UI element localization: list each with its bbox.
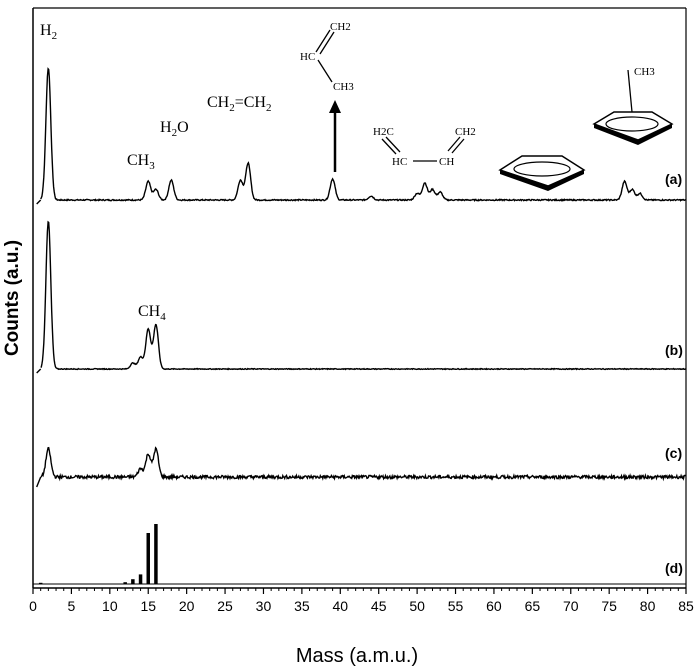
propene-structure: CH2 HC CH3: [300, 21, 354, 172]
butadiene-ch2-label: CH2: [455, 126, 476, 138]
toluene-ch3-label: CH3: [634, 66, 655, 78]
x-tick-label: 25: [217, 598, 233, 614]
molecule-structures: CH2 HC CH3 H2C HC CH CH2: [300, 21, 674, 191]
panel-label-d: (d): [665, 560, 683, 576]
spectrum-a: [36, 67, 687, 205]
x-tick-label: 55: [448, 598, 464, 614]
x-tick-label: 75: [601, 598, 617, 614]
x-tick-label: 30: [256, 598, 272, 614]
spectrum-start: [36, 476, 42, 488]
peak-annotation: CH2=CH2: [207, 94, 271, 114]
spectrum-start: [36, 368, 42, 374]
spectrum-d: [33, 524, 686, 585]
x-tick-label: 40: [333, 598, 349, 614]
panel-label-b: (b): [665, 342, 683, 358]
peak-annotation: H2: [40, 22, 57, 42]
x-tick-label: 85: [678, 598, 694, 614]
x-tick-label: 80: [640, 598, 656, 614]
peak-annotation: H2O: [160, 119, 189, 139]
propene-ch3-label: CH3: [333, 81, 354, 93]
spectrum-line: [40, 446, 687, 482]
x-tick-label: 70: [563, 598, 579, 614]
panel-label-c: (c): [665, 445, 682, 461]
x-tick-label: 65: [525, 598, 541, 614]
panel-label-a: (a): [665, 171, 682, 187]
butadiene-hc-label: HC: [392, 156, 407, 168]
x-tick-label: 10: [102, 598, 118, 614]
spectrum-c: [36, 446, 687, 488]
x-axis-title: Mass (a.m.u.): [296, 645, 418, 667]
x-tick-label: 60: [486, 598, 502, 614]
peak-annotation: CH4: [138, 303, 166, 323]
x-tick-label: 45: [371, 598, 387, 614]
x-tick-label: 0: [29, 598, 37, 614]
x-tick-label: 35: [294, 598, 310, 614]
cyclopentadienyl-structure: [498, 155, 586, 191]
butadiene-structure: H2C HC CH CH2: [373, 126, 476, 168]
spectrum-line: [40, 220, 687, 371]
x-ticks: 0 5 10 15 20 25 30 35 40 45 50 55 60 65 70 75 80 85: [29, 588, 694, 614]
propene-hc-label: HC: [300, 51, 315, 63]
spectrum-b: [36, 220, 687, 374]
spectra-panels: [33, 67, 687, 585]
spectrum-line: [40, 67, 687, 203]
x-tick-label: 20: [179, 598, 195, 614]
axes: 0 5 10 15 20 25 30 35 40 45 50 55 60 65 70 75 80 85 Mass …: [2, 7, 694, 667]
spectrum-start: [36, 199, 42, 205]
propene-ch2-label: CH2: [330, 21, 351, 33]
butadiene-ch-label: CH: [439, 156, 454, 168]
y-axis-title: Counts (a.u.): [2, 240, 23, 356]
methylcyclopentadienyl-structure: CH3: [592, 66, 674, 145]
panel-labels: (a) (b) (c) (d): [665, 171, 683, 576]
x-tick-label: 15: [140, 598, 156, 614]
x-tick-label: 50: [409, 598, 425, 614]
x-tick-label: 5: [68, 598, 76, 614]
butadiene-h2c-label: H2C: [373, 126, 394, 138]
peak-annotation: CH3: [127, 152, 155, 172]
